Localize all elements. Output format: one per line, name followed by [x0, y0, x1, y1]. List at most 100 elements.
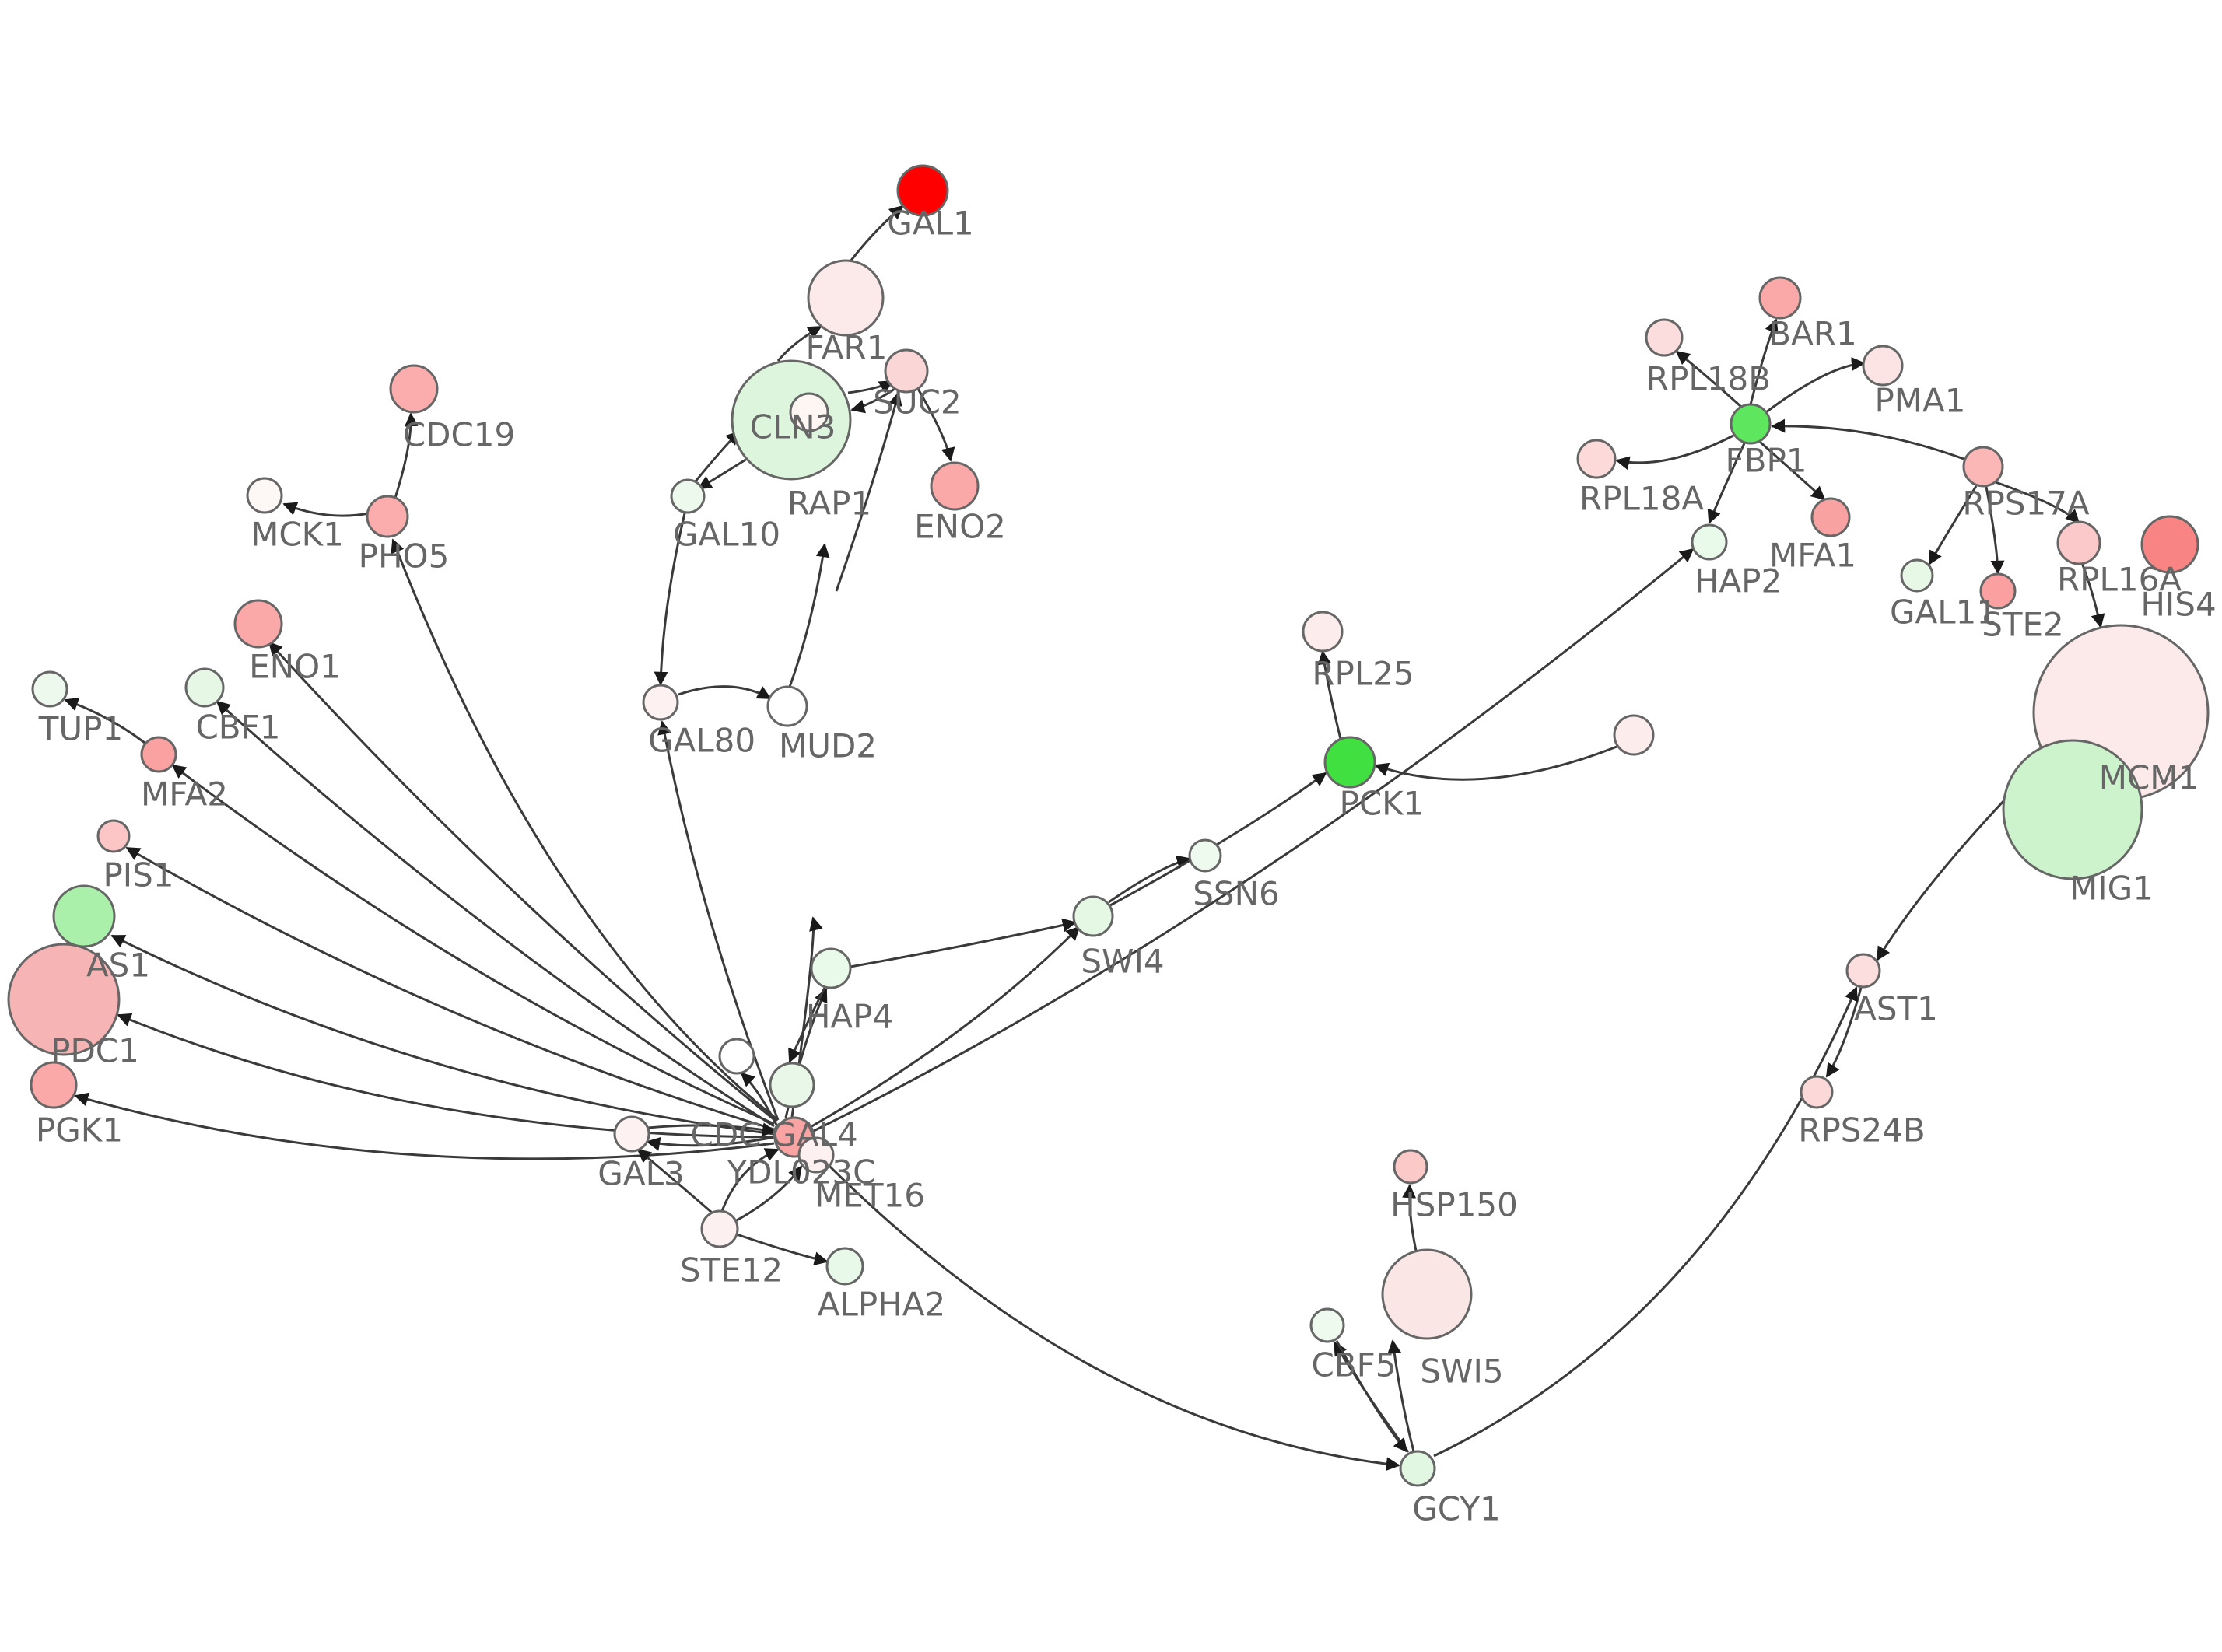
node-eno1[interactable] — [233, 599, 283, 649]
edge-gal3-to-gal4[interactable] — [647, 1122, 776, 1137]
edge-fbp1-to-rpl18b[interactable] — [1675, 350, 1743, 408]
edge-gal4-to-gal3[interactable] — [646, 1136, 776, 1151]
node-mfa1[interactable] — [1810, 497, 1851, 537]
node-gcy1[interactable] — [1399, 1450, 1436, 1487]
edge-gal4-to-gal80[interactable] — [657, 720, 780, 1121]
edge-gal4-to-hap2[interactable] — [811, 548, 1695, 1133]
node-ste2[interactable] — [1979, 572, 2017, 610]
node-ydl023c[interactable] — [797, 1136, 835, 1174]
node-rpl18a[interactable] — [1576, 439, 1617, 479]
edge-gal4-to-eno1[interactable] — [268, 641, 777, 1123]
node-rpl16a[interactable] — [2056, 520, 2101, 565]
edge-hap4-to-swi4[interactable] — [850, 918, 1077, 968]
edge-pck1-to-rpl25[interactable] — [1317, 650, 1342, 740]
edge-gal4-to-pdc1[interactable] — [117, 1013, 775, 1139]
edge-mud2-to-rap1[interactable] — [788, 543, 830, 688]
node-gal11[interactable] — [1900, 558, 1934, 593]
edge-mig1-to-ast1[interactable] — [1876, 784, 2020, 961]
edge-gal10-to-gal80[interactable] — [654, 513, 686, 686]
node-pgk1[interactable] — [30, 1061, 78, 1109]
node-alpha2[interactable] — [825, 1247, 864, 1286]
edge-gal4-to-pis1[interactable] — [125, 846, 775, 1131]
node-ast1[interactable] — [1845, 953, 1881, 989]
node-rps24b[interactable] — [1800, 1075, 1834, 1109]
node-rps17a[interactable] — [1962, 446, 2004, 488]
edge-cln3-to-far1[interactable] — [776, 325, 822, 362]
node-unlbl1[interactable] — [1613, 714, 1655, 756]
node-swi4[interactable] — [1072, 895, 1114, 937]
edge-rps17a-to-gal11[interactable] — [1928, 485, 1978, 565]
edge-fbp1-to-mfa1[interactable] — [1758, 440, 1826, 501]
node-bar1[interactable] — [1758, 276, 1802, 320]
edge-gal4-to-cdc[interactable] — [740, 1072, 780, 1129]
node-cbf1[interactable] — [184, 667, 225, 708]
edge-gal4-to-mfa2[interactable] — [171, 764, 775, 1125]
edge-suc2-to-cln3[interactable] — [850, 387, 895, 414]
edge-gal4-to-pgk1[interactable] — [74, 1092, 775, 1160]
node-hap4[interactable] — [810, 947, 852, 989]
edge-gal4-to-cbf1[interactable] — [216, 700, 775, 1128]
edge-fbp1-to-rpl18a[interactable] — [1615, 434, 1734, 471]
node-rpl18b[interactable] — [1645, 318, 1684, 357]
edge-fbp1-to-hap2[interactable] — [1707, 443, 1746, 524]
edge-rpl16a-to-mcm1[interactable] — [2080, 562, 2105, 628]
edge-gcy1-to-swi5[interactable] — [1387, 1339, 1415, 1452]
edge-unlbl1-to-pck1[interactable] — [1374, 745, 1617, 781]
edge-rps17a-to-ste2[interactable] — [1985, 486, 2005, 575]
edge-mfa2-to-tup1[interactable] — [64, 697, 145, 744]
node-mfa2[interactable] — [140, 736, 177, 773]
node-fbp1[interactable] — [1730, 403, 1772, 445]
node-his4[interactable] — [2140, 515, 2199, 574]
node-hap2[interactable] — [1691, 523, 1728, 561]
edge-rps17a-to-fbp1[interactable] — [1771, 418, 1964, 460]
edge-fbp1-to-bar1[interactable] — [1749, 318, 1779, 405]
node-gal80[interactable] — [642, 684, 679, 721]
edge-swi4-to-pck1[interactable] — [1109, 772, 1327, 907]
edge-gal10-to-cln3[interactable] — [693, 430, 741, 483]
edge-suc2-to-eno2[interactable] — [916, 388, 955, 462]
edge-gal4-to-gcy1[interactable] — [811, 1148, 1400, 1472]
edge-pho5-to-mck1[interactable] — [282, 502, 370, 517]
node-ssn6[interactable] — [1188, 838, 1222, 873]
node-far1[interactable] — [807, 259, 885, 337]
edge-swi4-to-ssn6[interactable] — [1108, 855, 1191, 904]
edge-fbp1-to-pma1[interactable] — [1765, 357, 1866, 414]
node-suc2[interactable] — [884, 348, 929, 394]
node-mig1[interactable] — [2002, 739, 2143, 880]
edge-ste12-to-ydl023c[interactable] — [734, 1165, 803, 1223]
edge-cbf5-to-gcy1[interactable] — [1335, 1340, 1408, 1453]
node-cdc[interactable] — [718, 1038, 755, 1075]
edge-rap1-to-suc2[interactable] — [835, 391, 902, 592]
edge-cln3-to-gal10[interactable] — [697, 457, 748, 490]
node-swi5[interactable] — [1381, 1248, 1473, 1340]
node-mck1[interactable] — [246, 477, 283, 514]
node-rpl25[interactable] — [1302, 611, 1344, 653]
node-cbf5[interactable] — [1309, 1307, 1345, 1343]
edge-pho5-to-cdc19[interactable] — [394, 412, 419, 499]
node-hsp150[interactable] — [1393, 1149, 1428, 1185]
edge-rps17a-to-rpl16a[interactable] — [1995, 481, 2080, 524]
node-pck1[interactable] — [1323, 736, 1376, 789]
edge-ste12-to-alpha2[interactable] — [736, 1233, 829, 1266]
edge-gal80-to-mud2[interactable] — [678, 685, 772, 700]
node-pdc1[interactable] — [7, 943, 121, 1056]
edge-ste12-to-gal4[interactable] — [720, 1148, 780, 1212]
edge-gal4-to-swi4[interactable] — [808, 926, 1081, 1129]
node-pis1[interactable] — [96, 819, 131, 853]
node-eno2[interactable] — [930, 461, 980, 511]
node-cdc19[interactable] — [389, 364, 439, 414]
edge-swi5-to-hsp150[interactable] — [1402, 1184, 1418, 1251]
node-gal3[interactable] — [613, 1115, 650, 1153]
edge-gal4-to-pho5[interactable] — [391, 538, 779, 1122]
edge-far1-to-gal1[interactable] — [846, 205, 904, 265]
edge-ste12-to-gal3[interactable] — [636, 1148, 713, 1214]
node-rap1[interactable] — [789, 392, 829, 432]
edge-gal4-to-as1[interactable] — [110, 934, 775, 1136]
node-as1[interactable] — [52, 884, 116, 948]
node-mud2[interactable] — [766, 685, 808, 727]
node-ste12[interactable] — [700, 1209, 739, 1248]
node-pma1[interactable] — [1862, 345, 1904, 387]
node-tup1[interactable] — [31, 670, 68, 708]
node-met16[interactable] — [769, 1062, 815, 1108]
node-gal1[interactable] — [896, 164, 949, 217]
